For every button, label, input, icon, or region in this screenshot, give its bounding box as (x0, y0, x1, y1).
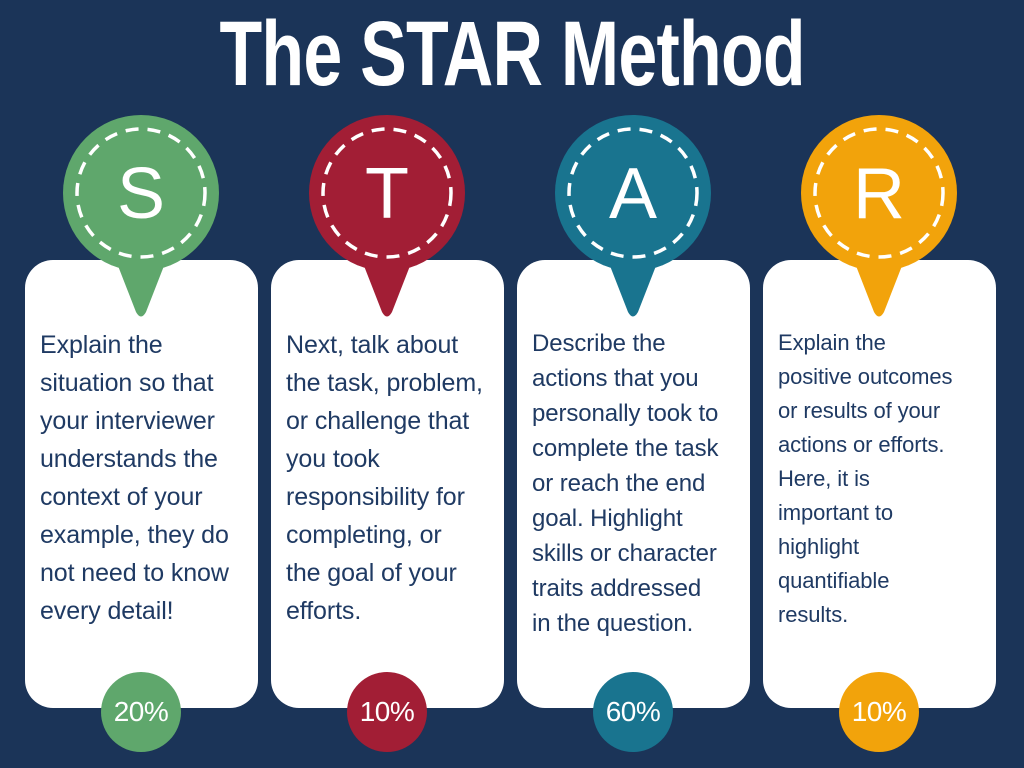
pin-letter-s: S (63, 115, 219, 317)
card-situation: Explain the situation so that your inter… (25, 260, 258, 708)
dashed-ring (75, 127, 207, 259)
pointer-shape (359, 253, 415, 317)
badge-result-percent: 10% (839, 672, 919, 752)
pin-letter-t: T (309, 115, 465, 317)
dashed-ring (813, 127, 945, 259)
percent-label: 10% (359, 696, 415, 727)
letter-a: A (609, 154, 657, 234)
letter-circle (309, 115, 465, 271)
pin-letter-a: A (555, 115, 711, 317)
dashed-ring (321, 127, 453, 259)
letter-t: T (365, 154, 409, 234)
badge-situation-percent: 20% (101, 672, 181, 752)
card-action-text: Describe the actions that you personally… (532, 330, 719, 637)
letter-s: S (117, 154, 165, 234)
pointer-shape (113, 253, 169, 317)
percent-label: 20% (113, 696, 169, 727)
card-result-text: Explain the positive outcomes or results… (778, 330, 953, 627)
letter-circle (555, 115, 711, 271)
page-title: The STAR Method (219, 3, 805, 105)
letter-circle (801, 115, 957, 271)
letter-r: R (853, 154, 905, 234)
percent-label: 10% (851, 696, 907, 727)
pin-letter-r: R (801, 115, 957, 317)
badge-action-percent: 60% (593, 672, 673, 752)
letter-circle (63, 115, 219, 271)
badge-task-percent: 10% (347, 672, 427, 752)
card-result: Explain the positive outcomes or results… (763, 260, 996, 708)
pointer-shape (851, 253, 907, 317)
header: The STAR Method (0, 6, 1024, 103)
pointer-shape (605, 253, 661, 317)
card-task: Next, talk about the task, problem, or c… (271, 260, 504, 708)
card-action: Describe the actions that you personally… (517, 260, 750, 708)
card-task-text: Next, talk about the task, problem, or c… (286, 331, 483, 625)
card-situation-text: Explain the situation so that your inter… (40, 331, 229, 625)
percent-label: 60% (605, 696, 661, 727)
dashed-ring (567, 127, 699, 259)
